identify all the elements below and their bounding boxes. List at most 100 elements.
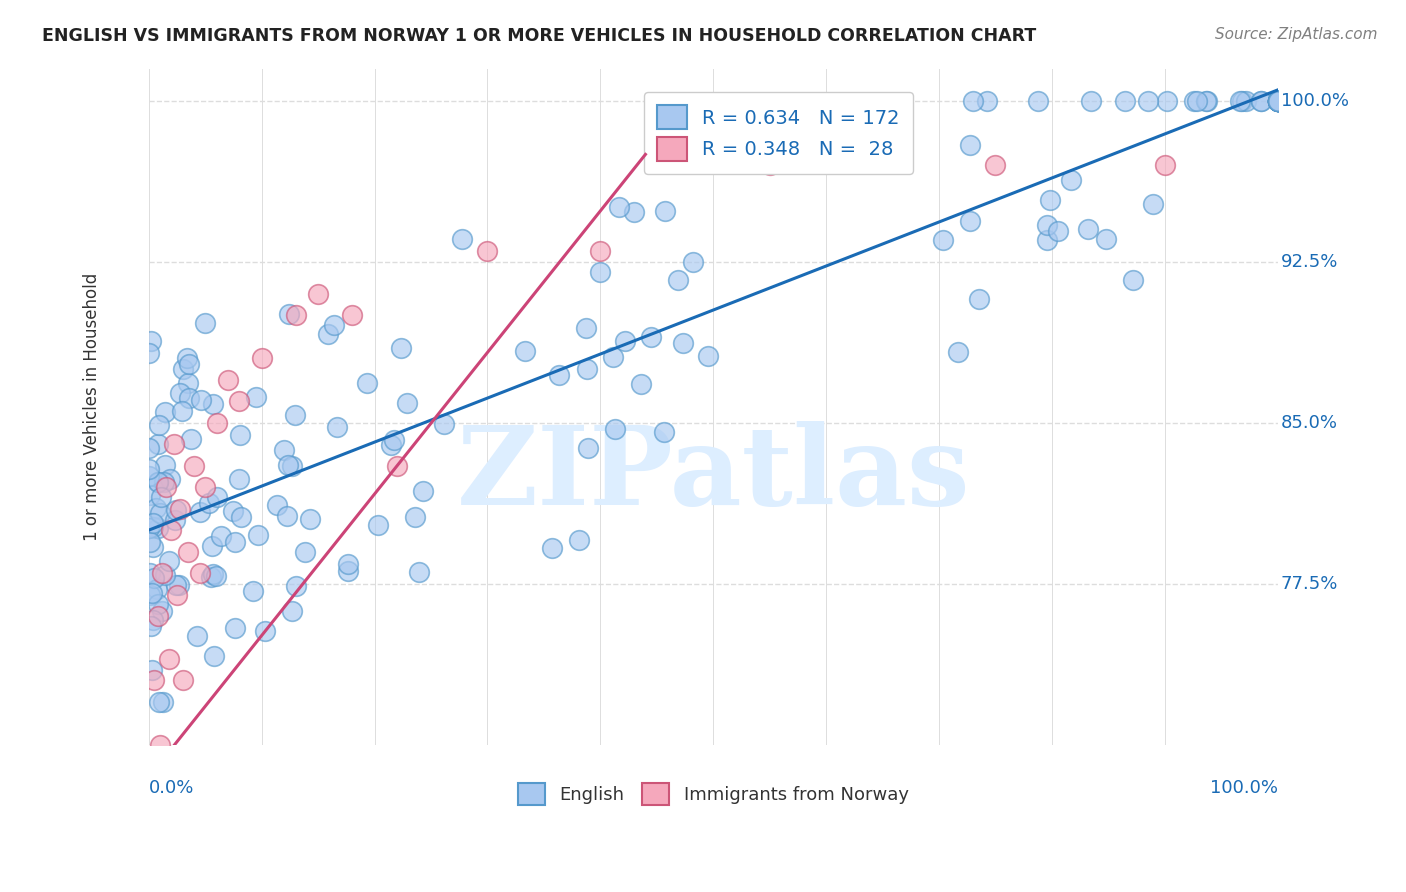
Point	[157, 554, 180, 568]
Point	[142, 520, 165, 534]
Point	[1036, 219, 1059, 233]
Point	[281, 458, 304, 473]
Point	[202, 397, 225, 411]
Point	[198, 495, 221, 509]
Text: 100.0%: 100.0%	[1281, 92, 1348, 110]
Point	[153, 458, 176, 472]
Point	[1039, 193, 1062, 207]
Point	[1114, 94, 1136, 108]
Point	[588, 265, 610, 279]
Point	[1153, 158, 1175, 172]
Point	[209, 529, 232, 543]
Text: 1 or more Vehicles in Household: 1 or more Vehicles in Household	[83, 273, 101, 541]
Point	[176, 376, 198, 391]
Point	[1267, 94, 1289, 108]
Point	[138, 535, 160, 549]
Point	[666, 273, 689, 287]
Point	[1267, 94, 1289, 108]
Point	[205, 416, 228, 430]
Point	[1267, 94, 1289, 108]
Point	[1250, 94, 1272, 108]
Text: ENGLISH VS IMMIGRANTS FROM NORWAY 1 OR MORE VEHICLES IN HOUSEHOLD CORRELATION CH: ENGLISH VS IMMIGRANTS FROM NORWAY 1 OR M…	[42, 27, 1036, 45]
Point	[169, 386, 191, 401]
Point	[166, 588, 188, 602]
Point	[138, 469, 160, 483]
Point	[146, 597, 169, 611]
Point	[148, 475, 170, 490]
Point	[281, 604, 304, 618]
Point	[948, 345, 970, 359]
Point	[477, 244, 499, 258]
Point	[153, 405, 176, 419]
Point	[1267, 94, 1289, 108]
Point	[1137, 94, 1160, 108]
Point	[250, 351, 273, 366]
Point	[380, 438, 402, 452]
Point	[139, 588, 162, 602]
Point	[367, 518, 389, 533]
Point	[1267, 94, 1289, 108]
Point	[266, 498, 288, 512]
Point	[204, 648, 226, 663]
Point	[148, 521, 170, 535]
Point	[602, 350, 624, 364]
Point	[146, 582, 169, 596]
Point	[1122, 272, 1144, 286]
Point	[138, 521, 160, 535]
Point	[607, 200, 630, 214]
Point	[326, 420, 349, 434]
Text: 77.5%: 77.5%	[1281, 574, 1339, 593]
Point	[150, 566, 173, 580]
Point	[273, 442, 295, 457]
Point	[1060, 173, 1083, 187]
Point	[228, 394, 250, 409]
Point	[152, 695, 174, 709]
Point	[640, 330, 662, 344]
Point	[277, 307, 299, 321]
Point	[276, 509, 298, 524]
Point	[284, 409, 307, 423]
Point	[578, 441, 600, 455]
Point	[285, 579, 308, 593]
Point	[170, 404, 193, 418]
Point	[356, 376, 378, 391]
Point	[138, 462, 160, 476]
Point	[150, 604, 173, 618]
Point	[672, 336, 695, 351]
Point	[433, 417, 456, 432]
Point	[1195, 94, 1218, 108]
Point	[1267, 94, 1289, 108]
Point	[603, 422, 626, 436]
Point	[450, 232, 472, 246]
Point	[153, 568, 176, 582]
Point	[169, 577, 191, 591]
Point	[959, 214, 981, 228]
Point	[541, 541, 564, 555]
Point	[229, 428, 252, 442]
Point	[224, 621, 246, 635]
Point	[323, 318, 346, 332]
Point	[967, 293, 990, 307]
Point	[141, 586, 163, 600]
Point	[408, 565, 430, 579]
Point	[1267, 94, 1289, 108]
Point	[623, 204, 645, 219]
Point	[183, 458, 205, 473]
Point	[931, 233, 953, 247]
Point	[1267, 94, 1289, 108]
Point	[160, 523, 183, 537]
Point	[141, 618, 163, 632]
Point	[1267, 94, 1289, 108]
Point	[162, 437, 184, 451]
Point	[169, 501, 191, 516]
Point	[1267, 94, 1289, 108]
Point	[246, 528, 269, 542]
Point	[294, 545, 316, 559]
Point	[614, 334, 637, 349]
Point	[142, 613, 165, 627]
Point	[186, 629, 208, 643]
Point	[1267, 94, 1289, 108]
Text: 100.0%: 100.0%	[1209, 779, 1278, 797]
Point	[1267, 94, 1289, 108]
Point	[316, 326, 339, 341]
